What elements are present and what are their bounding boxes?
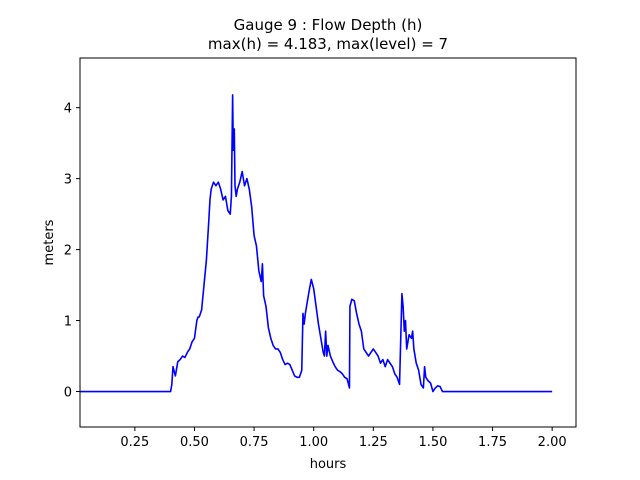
series-line-0 [80, 94, 553, 393]
chart-subtitle: max(h) = 4.183, max(level) = 7 [208, 35, 448, 53]
x-tick-label: 0.25 [120, 435, 149, 450]
y-tick-label: 4 [64, 102, 72, 117]
x-tick-label: 1.75 [478, 435, 507, 450]
plot-area: 0.25 0.50 0.75 1.00 1.25 1.50 1.75 2.00 0 1 2 3 4 [64, 57, 577, 450]
y-tick-label: 1 [64, 315, 72, 330]
x-tick-label: 0.50 [180, 435, 209, 450]
x-tick-label: 1.50 [418, 435, 447, 450]
x-tick-label: 2.00 [538, 435, 567, 450]
x-tick-label: 0.75 [240, 435, 269, 450]
x-tick-label: 1.00 [299, 435, 328, 450]
x-axis-label: hours [310, 457, 347, 472]
x-tick-label: 1.25 [359, 435, 388, 450]
y-tick-label: 2 [64, 244, 72, 259]
y-axis-label: meters [42, 219, 57, 265]
axes-frame [79, 57, 577, 428]
y-tick-label: 0 [64, 386, 72, 401]
chart-title: Gauge 9 : Flow Depth (h) [234, 16, 423, 34]
y-tick-label: 3 [64, 173, 72, 188]
